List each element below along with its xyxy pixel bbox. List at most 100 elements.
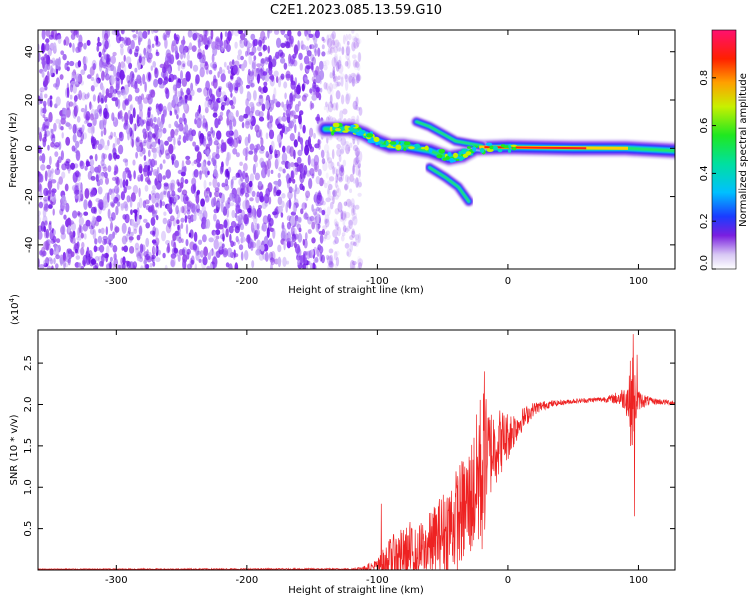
noise-blob — [277, 244, 282, 253]
noise-blob — [340, 209, 344, 220]
noise-blob — [352, 59, 358, 68]
noise-blob — [355, 153, 359, 162]
noise-blob — [233, 129, 239, 140]
noise-blob — [311, 76, 316, 83]
noise-blob — [152, 246, 158, 254]
noise-blob — [349, 173, 354, 183]
noise-blob — [329, 94, 333, 105]
noise-blob — [202, 49, 205, 59]
noise-blob — [163, 186, 168, 196]
noise-blob — [77, 60, 82, 68]
noise-blob — [48, 111, 53, 123]
noise-blob — [153, 78, 159, 88]
noise-blob — [131, 138, 134, 148]
noise-blob — [237, 49, 242, 56]
noise-blob — [325, 82, 329, 91]
noise-blob — [147, 30, 150, 35]
signal-speckle — [465, 151, 472, 156]
noise-blob — [94, 238, 98, 245]
noise-blob — [312, 81, 317, 93]
x-tick-label: -100 — [366, 276, 389, 287]
noise-blob — [251, 59, 257, 70]
noise-blob — [127, 94, 133, 102]
noise-blob — [228, 225, 234, 234]
noise-blob — [317, 139, 322, 145]
noise-blob — [290, 218, 293, 224]
noise-blob — [72, 123, 77, 135]
noise-blob — [121, 71, 125, 81]
y-tick-label: 0 — [24, 145, 35, 151]
noise-blob — [327, 101, 334, 113]
noise-blob — [237, 239, 240, 245]
noise-blob — [310, 158, 316, 167]
noise-blob — [213, 213, 217, 222]
noise-blob — [129, 198, 133, 208]
noise-blob — [256, 191, 260, 198]
noise-blob — [149, 144, 153, 150]
noise-blob — [235, 172, 240, 178]
noise-blob — [153, 116, 157, 123]
noise-blob — [103, 54, 108, 60]
noise-blob — [345, 33, 349, 42]
noise-blob — [270, 74, 275, 82]
noise-blob — [281, 227, 287, 238]
signal-speckle — [452, 159, 456, 162]
noise-blob — [169, 110, 173, 116]
noise-blob — [97, 235, 103, 244]
noise-blob — [169, 54, 175, 65]
noise-blob — [111, 97, 118, 102]
noise-blob — [183, 165, 187, 173]
signal-speckle — [466, 146, 472, 149]
noise-blob — [325, 233, 331, 240]
noise-blob — [240, 182, 246, 191]
noise-blob — [196, 189, 201, 195]
noise-blob — [239, 85, 244, 95]
noise-blob — [308, 178, 313, 189]
noise-blob — [340, 137, 347, 146]
signal-speckle — [420, 146, 427, 150]
noise-blob — [276, 154, 280, 166]
noise-blob — [146, 111, 151, 119]
noise-blob — [76, 116, 81, 123]
svg-text:(x104): (x104) — [8, 294, 21, 325]
noise-blob — [258, 204, 262, 210]
noise-blob — [192, 242, 198, 253]
x-tick-label: -300 — [105, 276, 128, 287]
noise-blob — [130, 219, 135, 227]
noise-blob — [125, 233, 129, 243]
noise-blob — [143, 259, 148, 265]
noise-blob — [276, 189, 282, 195]
noise-blob — [213, 168, 218, 177]
noise-blob — [325, 254, 330, 260]
noise-blob — [267, 213, 272, 223]
noise-blob — [108, 188, 113, 195]
noise-blob — [153, 227, 159, 238]
noise-blob — [84, 104, 88, 114]
noise-blob — [117, 65, 121, 74]
noise-blob — [65, 202, 70, 213]
noise-blob — [86, 39, 91, 46]
noise-blob — [280, 57, 286, 64]
noise-blob — [192, 141, 197, 147]
noise-blob — [38, 52, 41, 63]
noise-blob — [135, 137, 139, 145]
colorbar: 0.00.20.40.60.8 Normalized spectral ampl… — [699, 29, 749, 271]
noise-blob — [349, 241, 354, 253]
noise-blob — [326, 206, 331, 216]
noise-blob — [100, 130, 104, 137]
noise-blob — [180, 217, 185, 223]
noise-blob — [274, 153, 279, 159]
noise-blob — [332, 190, 336, 196]
y-tick-label: 1.5 — [23, 438, 34, 454]
noise-blob — [322, 38, 326, 43]
noise-blob — [103, 107, 108, 119]
noise-blob — [89, 228, 95, 235]
noise-blob — [162, 175, 166, 181]
noise-blob — [85, 256, 91, 266]
noise-blob — [244, 250, 249, 261]
noise-blob — [215, 37, 221, 43]
noise-blob — [349, 142, 353, 148]
noise-blob — [87, 200, 93, 209]
noise-blob — [66, 217, 72, 228]
noise-blob — [135, 151, 139, 159]
